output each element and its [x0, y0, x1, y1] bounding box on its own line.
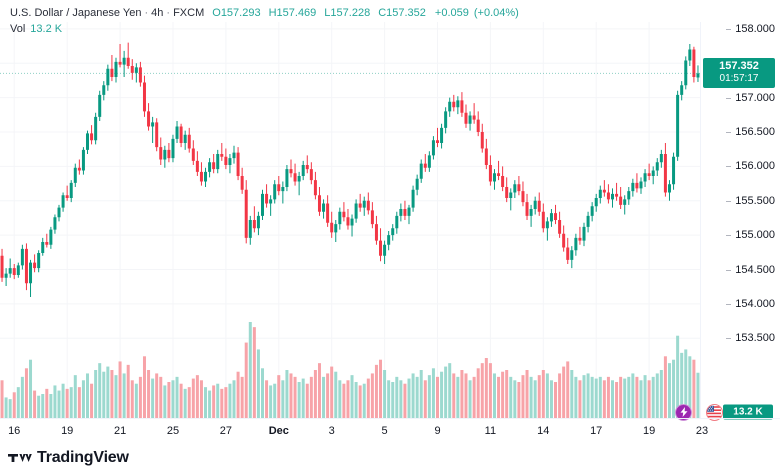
price-axis[interactable]: 158.000157.500157.000156.500156.000155.5… [700, 22, 780, 420]
time-tick-3: 3 [328, 425, 335, 437]
candles [0, 42, 700, 297]
flag-glyph [707, 405, 721, 419]
legend-volume-row: Vol 13.2 K [10, 22, 519, 36]
price-tick-dash [726, 235, 732, 237]
symbol-name[interactable]: U.S. Dollar / Japanese Yen [10, 7, 142, 19]
time-tick-19: 19 [642, 425, 656, 437]
time-axis[interactable]: 16 19 21 25 27 Dec 3 5 9 11 14 17 19 23 [0, 418, 780, 443]
time-tick-9: 9 [434, 425, 441, 437]
high-value: 157.469 [276, 7, 317, 19]
volume-value: 13.2 K [30, 23, 63, 35]
price-tick-157.000: 157.000 [726, 92, 775, 104]
price-tick-dash [726, 97, 732, 99]
price-tick-dash [726, 200, 732, 202]
low-value: 157.228 [330, 7, 371, 19]
price-tick-dash [726, 132, 732, 133]
time-tick-19: 19 [61, 425, 74, 437]
price-tick-155.000: 155.000 [726, 229, 775, 241]
price-tick-dash [726, 269, 732, 271]
price-tick-156.500: 156.500 [726, 126, 775, 138]
bolt-glyph [680, 407, 687, 417]
legend-separator-2: · [166, 7, 171, 19]
price-tick-dash [726, 338, 732, 340]
low-label: L [324, 7, 331, 19]
price-tick-154.000: 154.000 [726, 298, 775, 310]
open-label: O [212, 7, 221, 19]
time-tick-Dec: Dec [268, 425, 289, 437]
volume-label: Vol [10, 23, 26, 35]
us-flag-icon[interactable] [706, 404, 723, 421]
chart-plot-area[interactable] [0, 22, 700, 418]
time-tick-14: 14 [537, 425, 550, 437]
time-tick-23: 23 [695, 425, 709, 437]
time-tick-11: 11 [484, 425, 497, 437]
price-tick-156.000: 156.000 [726, 160, 775, 172]
grid-lines [0, 22, 700, 418]
close-label: C [378, 7, 387, 19]
price-tick-155.500: 155.500 [726, 195, 775, 207]
price-tick-154.500: 154.500 [726, 264, 775, 276]
time-tick-21: 21 [113, 425, 127, 437]
bar-countdown: 01:57:17 [719, 73, 759, 85]
legend-primary-row: U.S. Dollar / Japanese Yen · 4h · FXCM O157.2… [10, 6, 519, 20]
current-price-value: 157.352 [719, 60, 759, 73]
open-value: 157.293 [220, 7, 261, 19]
price-tick-dash [726, 303, 732, 305]
high-label: H [268, 7, 277, 19]
tradingview-logo-icon [8, 454, 32, 462]
time-tick-17: 17 [590, 425, 603, 437]
legend-separator-1: · [144, 7, 149, 19]
current-price-badge: 157.352 01:57:17 [703, 58, 775, 89]
time-tick-5: 5 [381, 425, 388, 437]
time-tick-25: 25 [166, 425, 180, 437]
chart-legend: U.S. Dollar / Japanese Yen · 4h · FXCM O157.2… [10, 6, 519, 36]
exchange-label: FXCM [173, 7, 205, 19]
volume-bars [0, 322, 700, 418]
lightning-bolt-icon[interactable] [675, 404, 692, 421]
time-tick-27: 27 [219, 425, 233, 437]
price-tick-158.000: 158.000 [726, 23, 775, 35]
change-percent: (+0.04%) [473, 7, 519, 19]
close-value: 157.352 [386, 7, 426, 19]
price-tick-dash [726, 28, 732, 30]
time-tick-16: 16 [8, 425, 21, 437]
candlestick-svg [0, 22, 700, 418]
interval-label[interactable]: 4h [151, 7, 164, 19]
volume-badge: 13.2 K [723, 404, 773, 420]
tradingview-wordmark: TradingView [37, 449, 129, 466]
change-value: +0.059 [434, 7, 469, 19]
price-tick-153.500: 153.500 [726, 332, 775, 344]
tradingview-branding: TradingView [8, 448, 129, 468]
axis-corner [700, 418, 780, 442]
price-tick-dash [726, 166, 732, 168]
